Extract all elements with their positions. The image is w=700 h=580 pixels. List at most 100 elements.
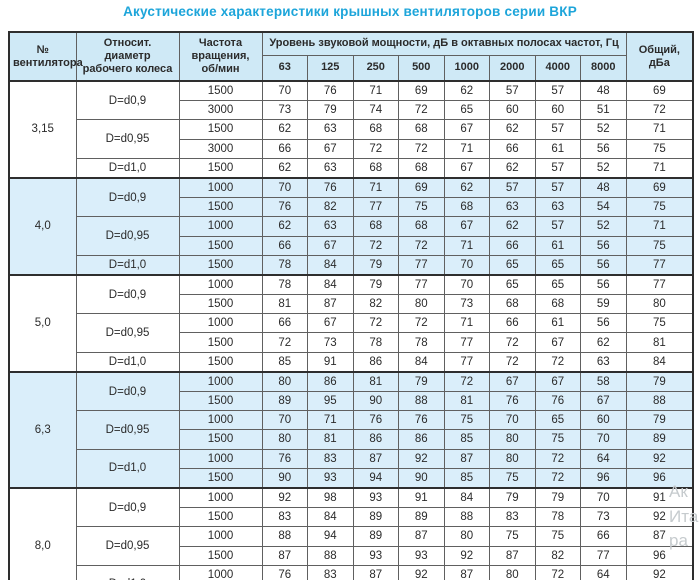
total-dba-cell: 77 [625,254,694,276]
spl-value-cell: 63 [307,157,354,179]
table-row: 5,0 D=d0,9 1000 78 84 79 77 70 65 65 56 77 [8,273,694,373]
spl-value-cell: 67 [307,138,354,159]
spl-value-cell: 68 [398,216,445,237]
spl-value-cell: 86 [398,429,445,450]
spl-value-cell: 84 [307,254,354,276]
spl-value-cell: 83 [307,448,354,469]
spl-value-cell: 71 [443,138,490,159]
spl-value-cell: 57 [534,216,581,237]
spl-value-cell: 48 [580,176,627,199]
spl-value-cell: 66 [261,138,308,159]
diameter-cell: D=d0,95 [75,313,180,353]
spl-value-cell: 62 [261,119,308,140]
col-header-2000hz: 2000 [489,54,536,82]
watermark: Ак Ита ра [669,480,700,554]
spl-value-cell: 56 [580,273,627,296]
diameter-cell: D=d0,95 [75,119,180,159]
total-dba-cell: 89 [625,429,694,450]
fan-number-cell: 5,0 [8,273,77,373]
table-row: D=d1,0 1500 62 63 68 68 67 62 57 52 71 [9,157,694,179]
spl-value-cell: 72 [489,351,536,373]
total-dba-cell: 79 [625,410,694,431]
spl-value-cell: 81 [261,294,308,315]
total-dba-cell: 84 [625,351,694,373]
spl-value-cell: 88 [398,390,445,412]
spl-value-cell: 72 [352,313,399,334]
spl-value-cell: 80 [489,448,536,469]
spl-value-cell: 60 [489,100,536,121]
spl-value-cell: 75 [443,410,490,431]
spl-value-cell: 78 [352,332,399,353]
spl-value-cell: 81 [443,390,490,412]
total-dba-cell: 91 [625,486,694,509]
spl-value-cell: 65 [489,273,536,296]
spl-value-cell: 72 [352,138,399,159]
spl-value-cell: 60 [534,100,581,121]
spl-value-cell: 76 [261,448,308,469]
table-row: 1500 89 95 90 88 81 76 76 67 88 [9,390,694,412]
spl-value-cell: 84 [398,351,445,373]
col-header-8000hz: 8000 [580,54,627,82]
spl-value-cell: 67 [534,332,581,353]
speed-cell: 1500 [178,157,263,179]
spl-value-cell: 72 [534,448,581,469]
table-row: 4,0 D=d0,9 1000 70 76 71 69 62 57 57 48 69 [8,176,694,276]
speed-cell: 1500 [178,507,263,528]
header-row-groups: № вентилятора Относит. диаметр рабочего … [8,31,694,82]
spl-value-cell: 51 [580,100,627,121]
spl-value-cell: 72 [534,564,581,580]
table-row: 8,0 D=d0,9 1000 92 98 93 91 84 79 79 70 91 [8,486,694,580]
speed-cell: 1000 [178,410,263,431]
spl-value-cell: 76 [307,176,354,199]
spl-value-cell: 89 [352,507,399,528]
speed-cell: 1000 [178,564,263,580]
spl-value-cell: 63 [307,216,354,237]
spl-value-cell: 70 [580,429,627,450]
spl-value-cell: 87 [352,448,399,469]
total-dba-cell: 75 [625,197,694,218]
table-row: D=d0,95 1000 88 94 89 87 80 75 75 66 87 [9,526,694,566]
total-dba-cell: 71 [625,157,694,179]
spl-value-cell: 76 [489,390,536,412]
spl-value-cell: 75 [398,197,445,218]
spl-value-cell: 65 [489,254,536,276]
spl-value-cell: 72 [398,100,445,121]
spl-value-cell: 72 [398,138,445,159]
spl-value-cell: 69 [398,176,445,199]
spl-value-cell: 61 [534,235,581,256]
spl-value-cell: 75 [534,429,581,450]
spl-value-cell: 78 [534,507,581,528]
spl-value-cell: 72 [398,313,445,334]
spl-value-cell: 77 [443,351,490,373]
spl-value-cell: 71 [443,313,490,334]
spl-value-cell: 96 [580,467,627,489]
spl-value-cell: 82 [352,294,399,315]
col-header-fan-no: № вентилятора [8,31,83,82]
spl-value-cell: 63 [307,119,354,140]
spl-value-cell: 87 [307,294,354,315]
speed-cell: 1500 [178,294,263,315]
spl-value-cell: 79 [307,100,354,121]
spl-value-cell: 56 [580,254,627,276]
watermark-line: Ак [669,482,688,501]
spl-value-cell: 91 [398,486,445,509]
spl-value-cell: 83 [261,507,308,528]
col-header-63hz: 63 [261,54,308,82]
spl-value-cell: 70 [580,486,627,509]
spl-value-cell: 78 [261,254,308,276]
spl-value-cell: 92 [261,486,308,509]
spl-value-cell: 83 [307,564,354,580]
spl-value-cell: 73 [580,507,627,528]
spl-value-cell: 66 [261,313,308,334]
spl-value-cell: 80 [261,429,308,450]
table-row: 1500 66 67 72 72 71 66 61 56 75 [9,235,694,256]
watermark-line: Ита [669,506,699,526]
speed-cell: 1500 [178,390,263,412]
spl-value-cell: 81 [307,429,354,450]
table-row: 1500 72 73 78 78 77 72 67 62 81 [9,332,694,353]
diameter-cell: D=d0,9 [75,176,180,218]
spl-value-cell: 91 [307,351,354,373]
col-header-125hz: 125 [307,54,354,82]
